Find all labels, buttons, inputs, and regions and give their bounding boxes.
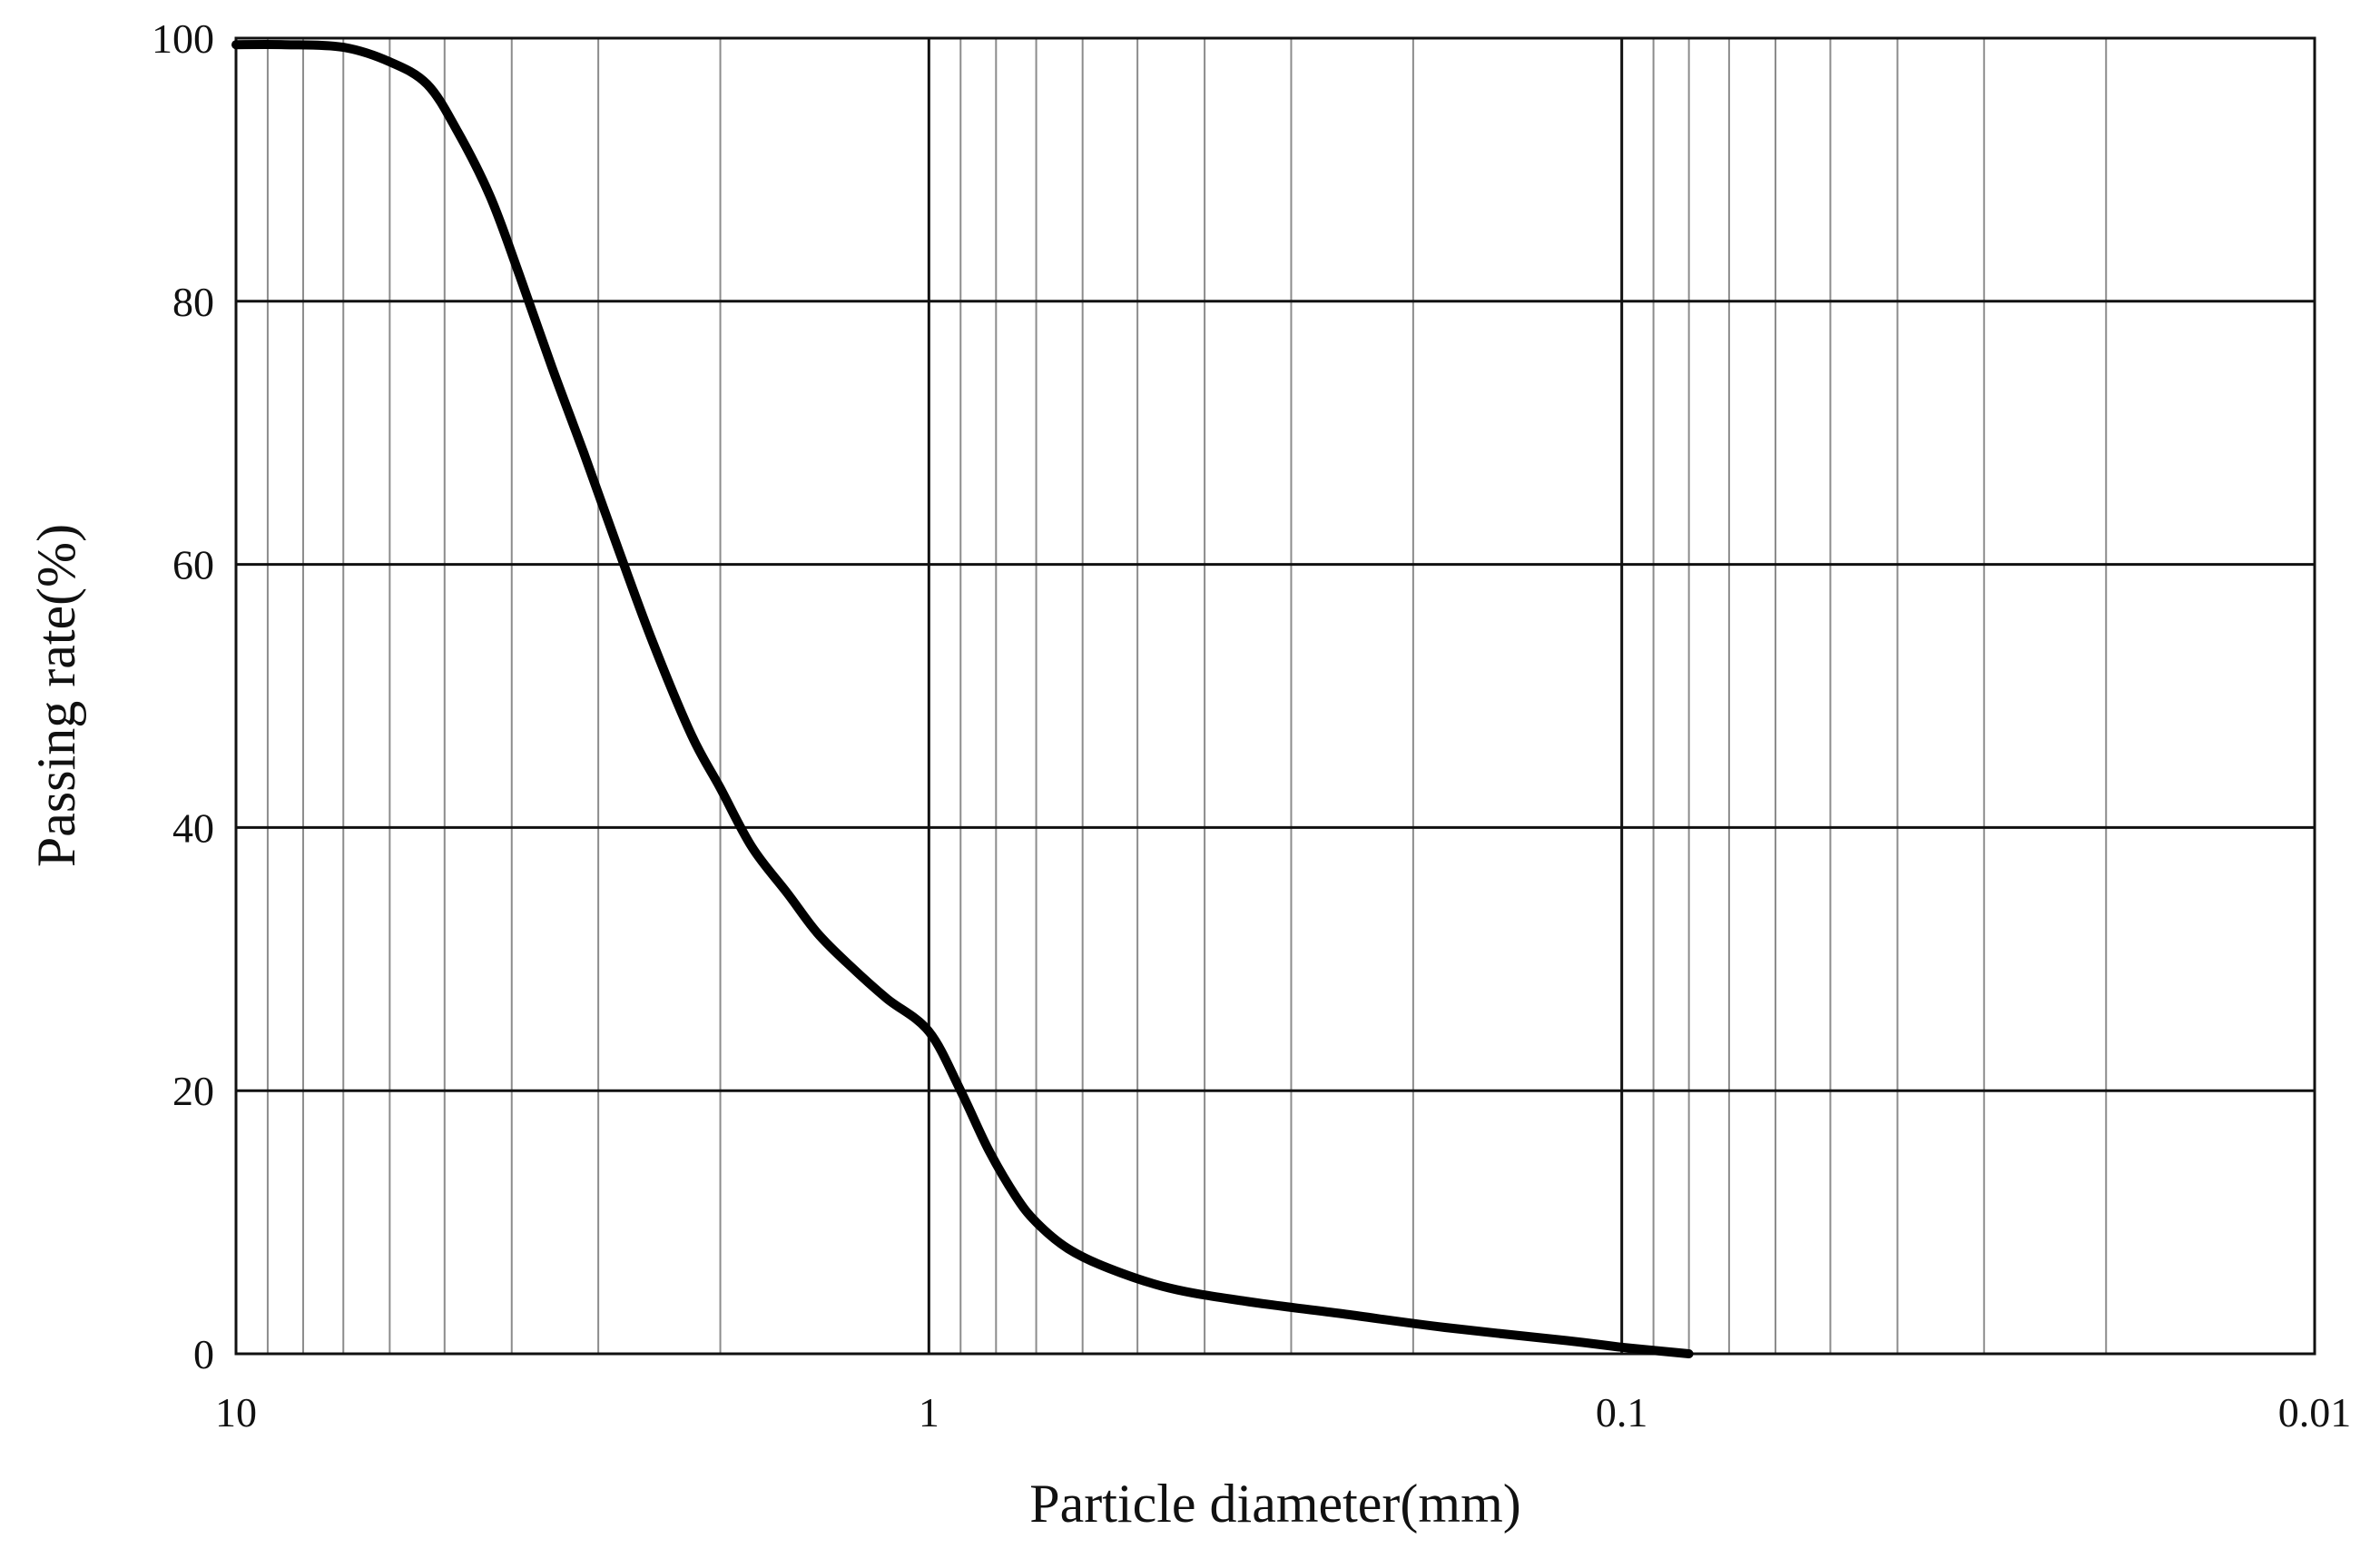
x-tick-label: 0.01	[2278, 1389, 2352, 1436]
y-tick-label: 40	[172, 804, 214, 851]
x-axis-title: Particle diameter(mm)	[1029, 1474, 1520, 1534]
tick-labels: 10 1 0.1 0.01 0 20 40 60 80 100	[152, 15, 2351, 1436]
x-tick-label: 0.1	[1596, 1389, 1648, 1436]
y-tick-label: 0	[193, 1331, 214, 1377]
x-tick-label: 1	[919, 1389, 939, 1436]
minor-gridlines	[266, 38, 2108, 1354]
plot-frame	[234, 36, 2316, 1356]
x-tick-label: 10	[215, 1389, 257, 1436]
series-layer	[231, 40, 1694, 1358]
y-tick-label: 80	[172, 279, 214, 325]
y-tick-label: 60	[172, 542, 214, 588]
series-line-passing-rate	[231, 40, 1694, 1358]
y-axis-title: Passing rate(%)	[26, 524, 86, 867]
y-tick-label: 20	[172, 1068, 214, 1114]
y-tick-label: 100	[152, 15, 214, 62]
